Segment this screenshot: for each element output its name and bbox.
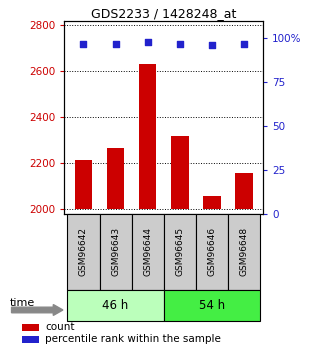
- Text: 46 h: 46 h: [102, 299, 129, 312]
- Bar: [203, 196, 221, 209]
- Bar: [67, 214, 100, 290]
- Title: GDS2233 / 1428248_at: GDS2233 / 1428248_at: [91, 7, 236, 20]
- Bar: [164, 290, 260, 321]
- Bar: [196, 214, 228, 290]
- Text: 54 h: 54 h: [199, 299, 225, 312]
- Bar: [22, 336, 39, 343]
- Text: time: time: [10, 298, 35, 308]
- Point: [145, 39, 150, 45]
- Text: GSM96646: GSM96646: [207, 227, 216, 276]
- Point: [209, 42, 214, 48]
- Text: GSM96648: GSM96648: [239, 227, 248, 276]
- Text: count: count: [45, 322, 74, 332]
- Point: [177, 41, 182, 46]
- Bar: [139, 65, 157, 209]
- Point: [113, 41, 118, 46]
- Bar: [67, 290, 164, 321]
- Point: [241, 41, 247, 46]
- Text: GSM96643: GSM96643: [111, 227, 120, 276]
- Text: GSM96642: GSM96642: [79, 227, 88, 276]
- Bar: [100, 214, 132, 290]
- Bar: [171, 136, 189, 209]
- Bar: [22, 324, 39, 331]
- Bar: [107, 148, 125, 209]
- Bar: [132, 214, 164, 290]
- Text: percentile rank within the sample: percentile rank within the sample: [45, 334, 221, 344]
- Text: GSM96645: GSM96645: [175, 227, 184, 276]
- Bar: [235, 172, 253, 209]
- Point: [81, 41, 86, 46]
- Bar: [74, 160, 92, 209]
- Bar: [228, 214, 260, 290]
- Bar: [164, 214, 196, 290]
- FancyArrow shape: [12, 305, 63, 315]
- Text: GSM96644: GSM96644: [143, 227, 152, 276]
